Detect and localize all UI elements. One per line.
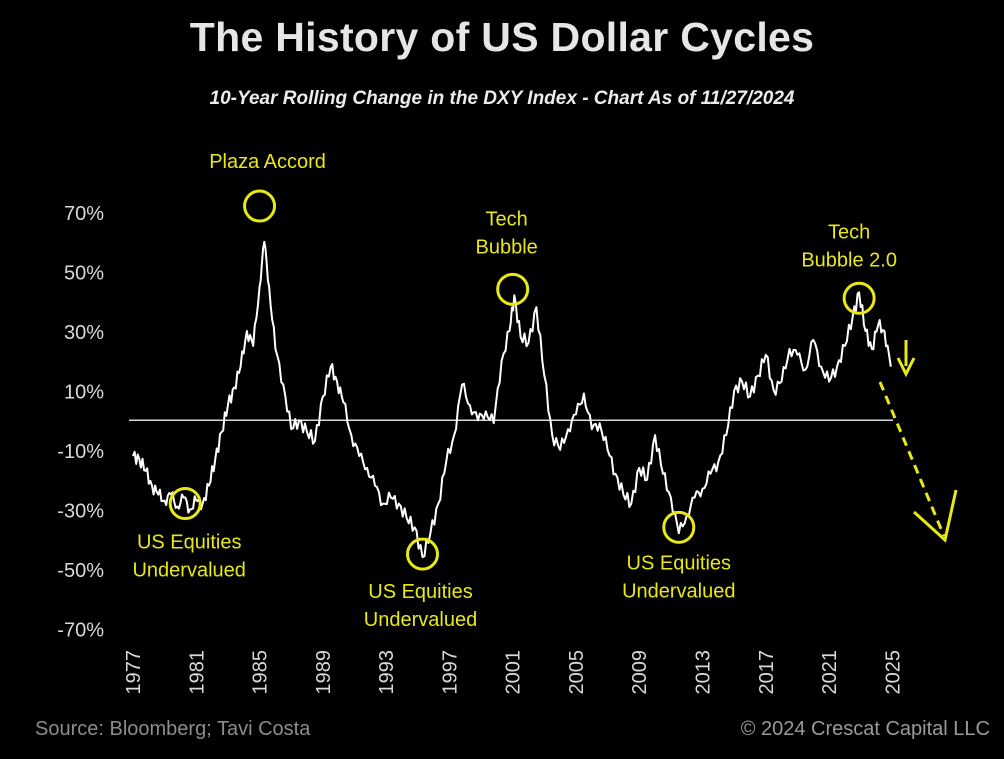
y-tick-label: -50% xyxy=(57,560,104,582)
x-tick-label: 1981 xyxy=(186,650,208,695)
annotation-label: Tech xyxy=(828,221,870,243)
x-tick-label: 2009 xyxy=(629,650,651,695)
y-tick-label: -70% xyxy=(57,620,104,642)
annotation-circle-marker xyxy=(842,281,876,315)
x-tick-label: 2021 xyxy=(819,650,841,695)
x-tick-label: 1993 xyxy=(376,650,398,695)
annotation-circle-marker xyxy=(496,272,530,306)
copyright-note: © 2024 Crescat Capital LLC xyxy=(740,718,990,740)
chart-subtitle: 10-Year Rolling Change in the DXY Index … xyxy=(209,88,795,109)
y-axis: 70% 50% 30% 10% -10% -30% -50% -70% xyxy=(57,203,104,642)
small-down-arrow-head xyxy=(896,357,916,378)
annotation-label: US Equities xyxy=(627,552,732,574)
annotations: US Equities Undervalued Plaza Accord US Equ… xyxy=(132,151,896,631)
x-tick-label: 2013 xyxy=(693,650,715,695)
annotation-label: Bubble xyxy=(476,236,538,258)
projection-arrow-head xyxy=(912,489,958,543)
y-tick-label: -10% xyxy=(57,441,104,463)
annotation-label: Plaza Accord xyxy=(209,151,326,173)
annotation-label: Undervalued xyxy=(132,560,245,582)
x-tick-label: 1997 xyxy=(439,650,461,695)
annotation-label: Undervalued xyxy=(364,609,477,631)
projection-arrows xyxy=(878,340,958,543)
source-note: Source: Bloomberg; Tavi Costa xyxy=(35,718,311,740)
annotation-circle-marker xyxy=(406,537,440,571)
annotation-label: US Equities xyxy=(368,581,473,603)
x-tick-label: 2005 xyxy=(566,650,588,695)
chart-title: The History of US Dollar Cycles xyxy=(189,14,815,60)
series-line-dxy-10y-change xyxy=(132,240,892,559)
annotation-label: Bubble 2.0 xyxy=(801,249,897,271)
annotation-circle-marker xyxy=(243,189,277,223)
y-tick-label: -30% xyxy=(57,501,104,523)
x-tick-label: 2025 xyxy=(882,650,904,695)
y-tick-label: 10% xyxy=(64,382,104,404)
y-tick-label: 50% xyxy=(64,263,104,285)
x-tick-label: 1977 xyxy=(123,650,145,695)
y-tick-label: 30% xyxy=(64,322,104,344)
annotation-label: Undervalued xyxy=(622,580,735,602)
x-tick-label: 1985 xyxy=(250,650,272,695)
x-axis: 1977 1981 1985 1989 1993 1997 2001 2005 2009 2013… xyxy=(123,650,904,695)
x-tick-label: 2017 xyxy=(756,650,778,695)
projection-dashed-arrow xyxy=(878,381,946,537)
annotation-label: US Equities xyxy=(137,532,242,554)
annotation-circle-marker xyxy=(662,510,696,544)
y-tick-label: 70% xyxy=(64,203,104,225)
annotation-label: Tech xyxy=(486,208,528,230)
x-tick-label: 1989 xyxy=(313,650,335,695)
x-tick-label: 2001 xyxy=(503,650,525,695)
annotation-circle-marker xyxy=(168,487,202,521)
